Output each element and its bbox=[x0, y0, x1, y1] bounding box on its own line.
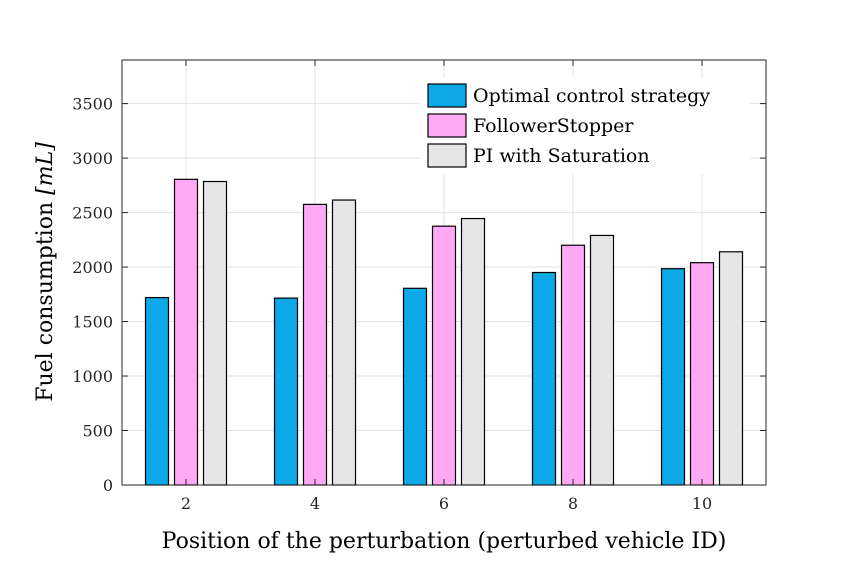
bar bbox=[660, 268, 686, 486]
y-tick-label: 1500 bbox=[72, 313, 113, 332]
x-axis-title: Position of the perturbation (perturbed … bbox=[162, 529, 727, 554]
bar bbox=[144, 296, 170, 486]
y-tick-label: 2500 bbox=[72, 204, 113, 223]
x-tick-label: 6 bbox=[439, 494, 449, 513]
legend-background bbox=[420, 78, 750, 174]
y-axis: 0 500 1000 1500 2000 2500 3000 3500 bbox=[72, 95, 766, 495]
bars bbox=[144, 178, 744, 486]
bar bbox=[718, 251, 744, 486]
x-tick-label: 8 bbox=[568, 494, 578, 513]
bar bbox=[273, 297, 299, 486]
bar bbox=[402, 287, 428, 486]
y-axis-title: Fuel consumption [mL] bbox=[33, 142, 58, 402]
y-axis-title-unit: [mL] bbox=[33, 142, 58, 195]
x-axis: 2 4 6 8 10 bbox=[181, 60, 712, 513]
x-tick-label: 2 bbox=[181, 494, 191, 513]
legend-swatch bbox=[427, 143, 467, 168]
bar bbox=[531, 271, 557, 486]
legend-swatch bbox=[427, 83, 467, 108]
bar bbox=[302, 203, 328, 486]
legend-label: Optimal control strategy bbox=[473, 85, 710, 107]
legend-label: FollowerStopper bbox=[473, 115, 634, 137]
y-tick-label: 0 bbox=[103, 476, 113, 495]
bar bbox=[589, 234, 615, 486]
bar bbox=[202, 180, 228, 486]
bar bbox=[460, 217, 486, 486]
bar bbox=[431, 225, 457, 486]
y-axis-title-main: Fuel consumption bbox=[33, 202, 58, 402]
y-tick-label: 1000 bbox=[72, 367, 113, 386]
x-tick-label: 10 bbox=[692, 494, 712, 513]
y-tick-label: 500 bbox=[82, 422, 113, 441]
y-tick-label: 2000 bbox=[72, 258, 113, 277]
bar bbox=[560, 244, 586, 486]
y-tick-label: 3000 bbox=[72, 149, 113, 168]
bar bbox=[331, 199, 357, 486]
legend: Optimal control strategy FollowerStopper P… bbox=[420, 78, 750, 174]
legend-swatch bbox=[427, 113, 467, 138]
legend-label: PI with Saturation bbox=[473, 145, 650, 167]
bar bbox=[689, 262, 715, 486]
y-tick-label: 3500 bbox=[72, 95, 113, 114]
x-tick-label: 4 bbox=[310, 494, 320, 513]
bar bbox=[173, 178, 199, 486]
